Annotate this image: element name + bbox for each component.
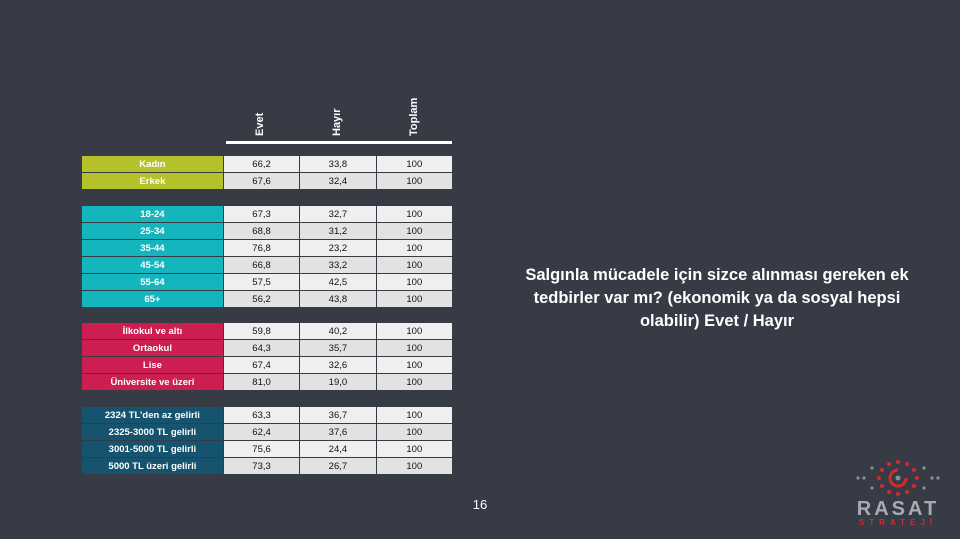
row-value-evet: 64,3 [223,340,300,356]
row-value-toplam: 100 [376,357,453,373]
row-value-toplam: 100 [376,340,453,356]
question-text: Salgınla mücadele için sizce alınması ge… [525,266,909,330]
row-value-hayir: 24,4 [300,441,376,457]
table-row: 2324 TL’den az gelirli 63,3 36,7 100 [82,407,453,423]
row-label: 45-54 [82,257,223,273]
row-value-toplam: 100 [376,458,453,474]
row-label: 25-34 [82,223,223,239]
row-value-hayir: 26,7 [300,458,376,474]
table-row: 35-44 76,8 23,2 100 [82,240,453,256]
row-label: 55-64 [82,274,223,290]
column-headers: Evet Hayır Toplam [226,92,452,144]
row-value-toplam: 100 [376,407,453,423]
page-number: 16 [472,497,488,512]
group-gender: Kadın 66,2 33,8 100 Erkek 67,6 32,4 100 [82,156,453,190]
row-value-evet: 76,8 [223,240,300,256]
table-row: Üniversite ve üzeri 81,0 19,0 100 [82,374,453,390]
table-row: Ortaokul 64,3 35,7 100 [82,340,453,356]
row-value-hayir: 33,2 [300,257,376,273]
row-value-evet: 66,8 [223,257,300,273]
group-income: 2324 TL’den az gelirli 63,3 36,7 100 2325-30… [82,407,453,475]
table-row: 3001-5000 TL gelirli 75,6 24,4 100 [82,441,453,457]
table-row: 65+ 56,2 43,8 100 [82,291,453,307]
row-label: 2325-3000 TL gelirli [82,424,223,440]
header-underline [226,141,452,144]
group-age: 18-24 67,3 32,7 100 25-34 68,8 31,2 100 35-44 76,… [82,206,453,308]
row-value-toplam: 100 [376,206,453,222]
column-header-toplam: Toplam [408,97,420,136]
row-value-toplam: 100 [376,223,453,239]
row-value-evet: 67,6 [223,173,300,189]
row-value-hayir: 32,4 [300,173,376,189]
table-row: İlkokul ve altı 59,8 40,2 100 [82,323,453,339]
row-value-toplam: 100 [376,291,453,307]
logo-wordmark: RASAT [856,498,940,520]
row-value-toplam: 100 [376,441,453,457]
row-label: Lise [82,357,223,373]
logo-subtitle: STRATEJİ [858,518,938,527]
row-value-evet: 59,8 [223,323,300,339]
dot-ring-logo-icon [856,460,940,496]
row-value-evet: 67,4 [223,357,300,373]
row-value-toplam: 100 [376,374,453,390]
row-value-evet: 62,4 [223,424,300,440]
row-value-hayir: 32,6 [300,357,376,373]
row-label: 5000 TL üzeri gelirli [82,458,223,474]
column-header-hayir: Hayır [331,108,343,136]
row-value-hayir: 42,5 [300,274,376,290]
row-label: Erkek [82,173,223,189]
column-header-evet: Evet [254,112,266,136]
row-value-evet: 75,6 [223,441,300,457]
row-value-hayir: 31,2 [300,223,376,239]
table-row: 18-24 67,3 32,7 100 [82,206,453,222]
row-value-toplam: 100 [376,257,453,273]
row-value-evet: 73,3 [223,458,300,474]
group-education: İlkokul ve altı 59,8 40,2 100 Ortaokul 64,3 35… [82,323,453,391]
row-value-hayir: 33,8 [300,156,376,172]
row-label: 3001-5000 TL gelirli [82,441,223,457]
row-value-hayir: 32,7 [300,206,376,222]
row-value-evet: 66,2 [223,156,300,172]
table-row: Kadın 66,2 33,8 100 [82,156,453,172]
row-value-toplam: 100 [376,424,453,440]
row-label: İlkokul ve altı [82,323,223,339]
table-row: 45-54 66,8 33,2 100 [82,257,453,273]
table-row: Erkek 67,6 32,4 100 [82,173,453,189]
row-label: 65+ [82,291,223,307]
row-value-toplam: 100 [376,323,453,339]
row-label: 18-24 [82,206,223,222]
row-value-evet: 81,0 [223,374,300,390]
row-label: 2324 TL’den az gelirli [82,407,223,423]
row-value-hayir: 43,8 [300,291,376,307]
row-value-evet: 68,8 [223,223,300,239]
row-value-evet: 57,5 [223,274,300,290]
row-value-toplam: 100 [376,173,453,189]
row-value-hayir: 19,0 [300,374,376,390]
row-label: Kadın [82,156,223,172]
table-row: 25-34 68,8 31,2 100 [82,223,453,239]
row-value-hayir: 35,7 [300,340,376,356]
row-label: 35-44 [82,240,223,256]
row-label: Üniversite ve üzeri [82,374,223,390]
row-value-hayir: 40,2 [300,323,376,339]
table-row: 5000 TL üzeri gelirli 73,3 26,7 100 [82,458,453,474]
table-row: 55-64 57,5 42,5 100 [82,274,453,290]
row-value-toplam: 100 [376,274,453,290]
rasat-logo: RASAT STRATEJİ [848,458,948,528]
row-value-evet: 56,2 [223,291,300,307]
row-label: Ortaokul [82,340,223,356]
row-value-toplam: 100 [376,240,453,256]
row-value-hayir: 36,7 [300,407,376,423]
row-value-evet: 67,3 [223,206,300,222]
table-row: 2325-3000 TL gelirli 62,4 37,6 100 [82,424,453,440]
row-value-evet: 63,3 [223,407,300,423]
table-row: Lise 67,4 32,6 100 [82,357,453,373]
row-value-hayir: 23,2 [300,240,376,256]
row-value-hayir: 37,6 [300,424,376,440]
row-value-toplam: 100 [376,156,453,172]
